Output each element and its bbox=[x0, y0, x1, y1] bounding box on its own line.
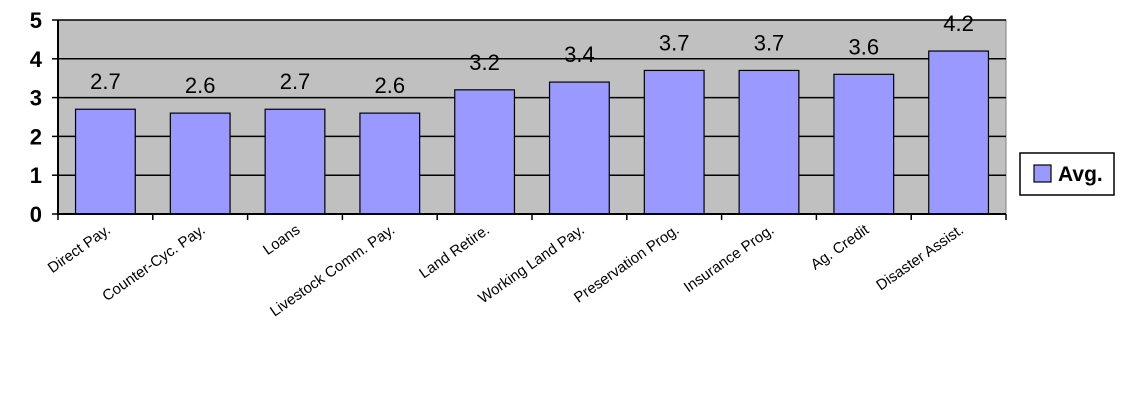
x-category-label: Land Retire. bbox=[416, 221, 493, 282]
data-label: 2.7 bbox=[280, 69, 311, 94]
data-label: 2.7 bbox=[90, 69, 121, 94]
data-label: 3.6 bbox=[849, 34, 880, 59]
x-category-label: Disaster Assist. bbox=[873, 221, 967, 294]
data-label: 2.6 bbox=[375, 73, 406, 98]
bar bbox=[643, 69, 705, 215]
y-tick-label: 0 bbox=[30, 202, 42, 227]
x-category-label: Ag. Credit bbox=[808, 221, 873, 274]
y-tick-label: 3 bbox=[30, 86, 42, 111]
x-category-label: Insurance Prog. bbox=[681, 221, 778, 296]
y-axis-tick-labels: 0 1 2 3 4 5 bbox=[30, 8, 43, 227]
bar bbox=[738, 69, 800, 215]
bar bbox=[169, 112, 231, 215]
bars bbox=[74, 50, 990, 215]
axes bbox=[52, 19, 1007, 220]
x-category-label: Loans bbox=[260, 221, 303, 258]
legend: Avg. bbox=[1019, 152, 1115, 196]
legend-swatch bbox=[1033, 164, 1052, 183]
y-tick-label: 2 bbox=[30, 124, 42, 149]
bar bbox=[833, 73, 895, 215]
x-category-label: Counter-Cyc. Pay. bbox=[99, 221, 208, 305]
data-label: 3.4 bbox=[564, 42, 595, 67]
bar bbox=[548, 81, 610, 215]
data-labels: 2.7 2.6 2.7 2.6 3.2 3.4 3.7 3.7 3.6 4.2 bbox=[90, 11, 974, 98]
y-tick-label: 5 bbox=[30, 8, 42, 33]
data-label: 3.7 bbox=[754, 30, 785, 55]
bar bbox=[928, 50, 990, 215]
legend-label: Avg. bbox=[1058, 163, 1103, 186]
data-label: 4.2 bbox=[943, 11, 974, 36]
data-label: 3.7 bbox=[659, 30, 690, 55]
y-tick-label: 4 bbox=[30, 47, 43, 72]
x-axis-category-labels: Direct Pay.Counter-Cyc. Pay. LoansLivesto… bbox=[45, 221, 967, 320]
bar bbox=[454, 89, 516, 215]
y-tick-label: 1 bbox=[30, 163, 42, 188]
bar bbox=[359, 112, 421, 215]
data-label: 2.6 bbox=[185, 73, 216, 98]
bar bbox=[264, 108, 326, 215]
data-label: 3.2 bbox=[469, 50, 500, 75]
x-category-label: Direct Pay. bbox=[45, 221, 114, 276]
x-category-label: Preservation Prog. bbox=[571, 221, 683, 306]
bar bbox=[74, 108, 136, 215]
